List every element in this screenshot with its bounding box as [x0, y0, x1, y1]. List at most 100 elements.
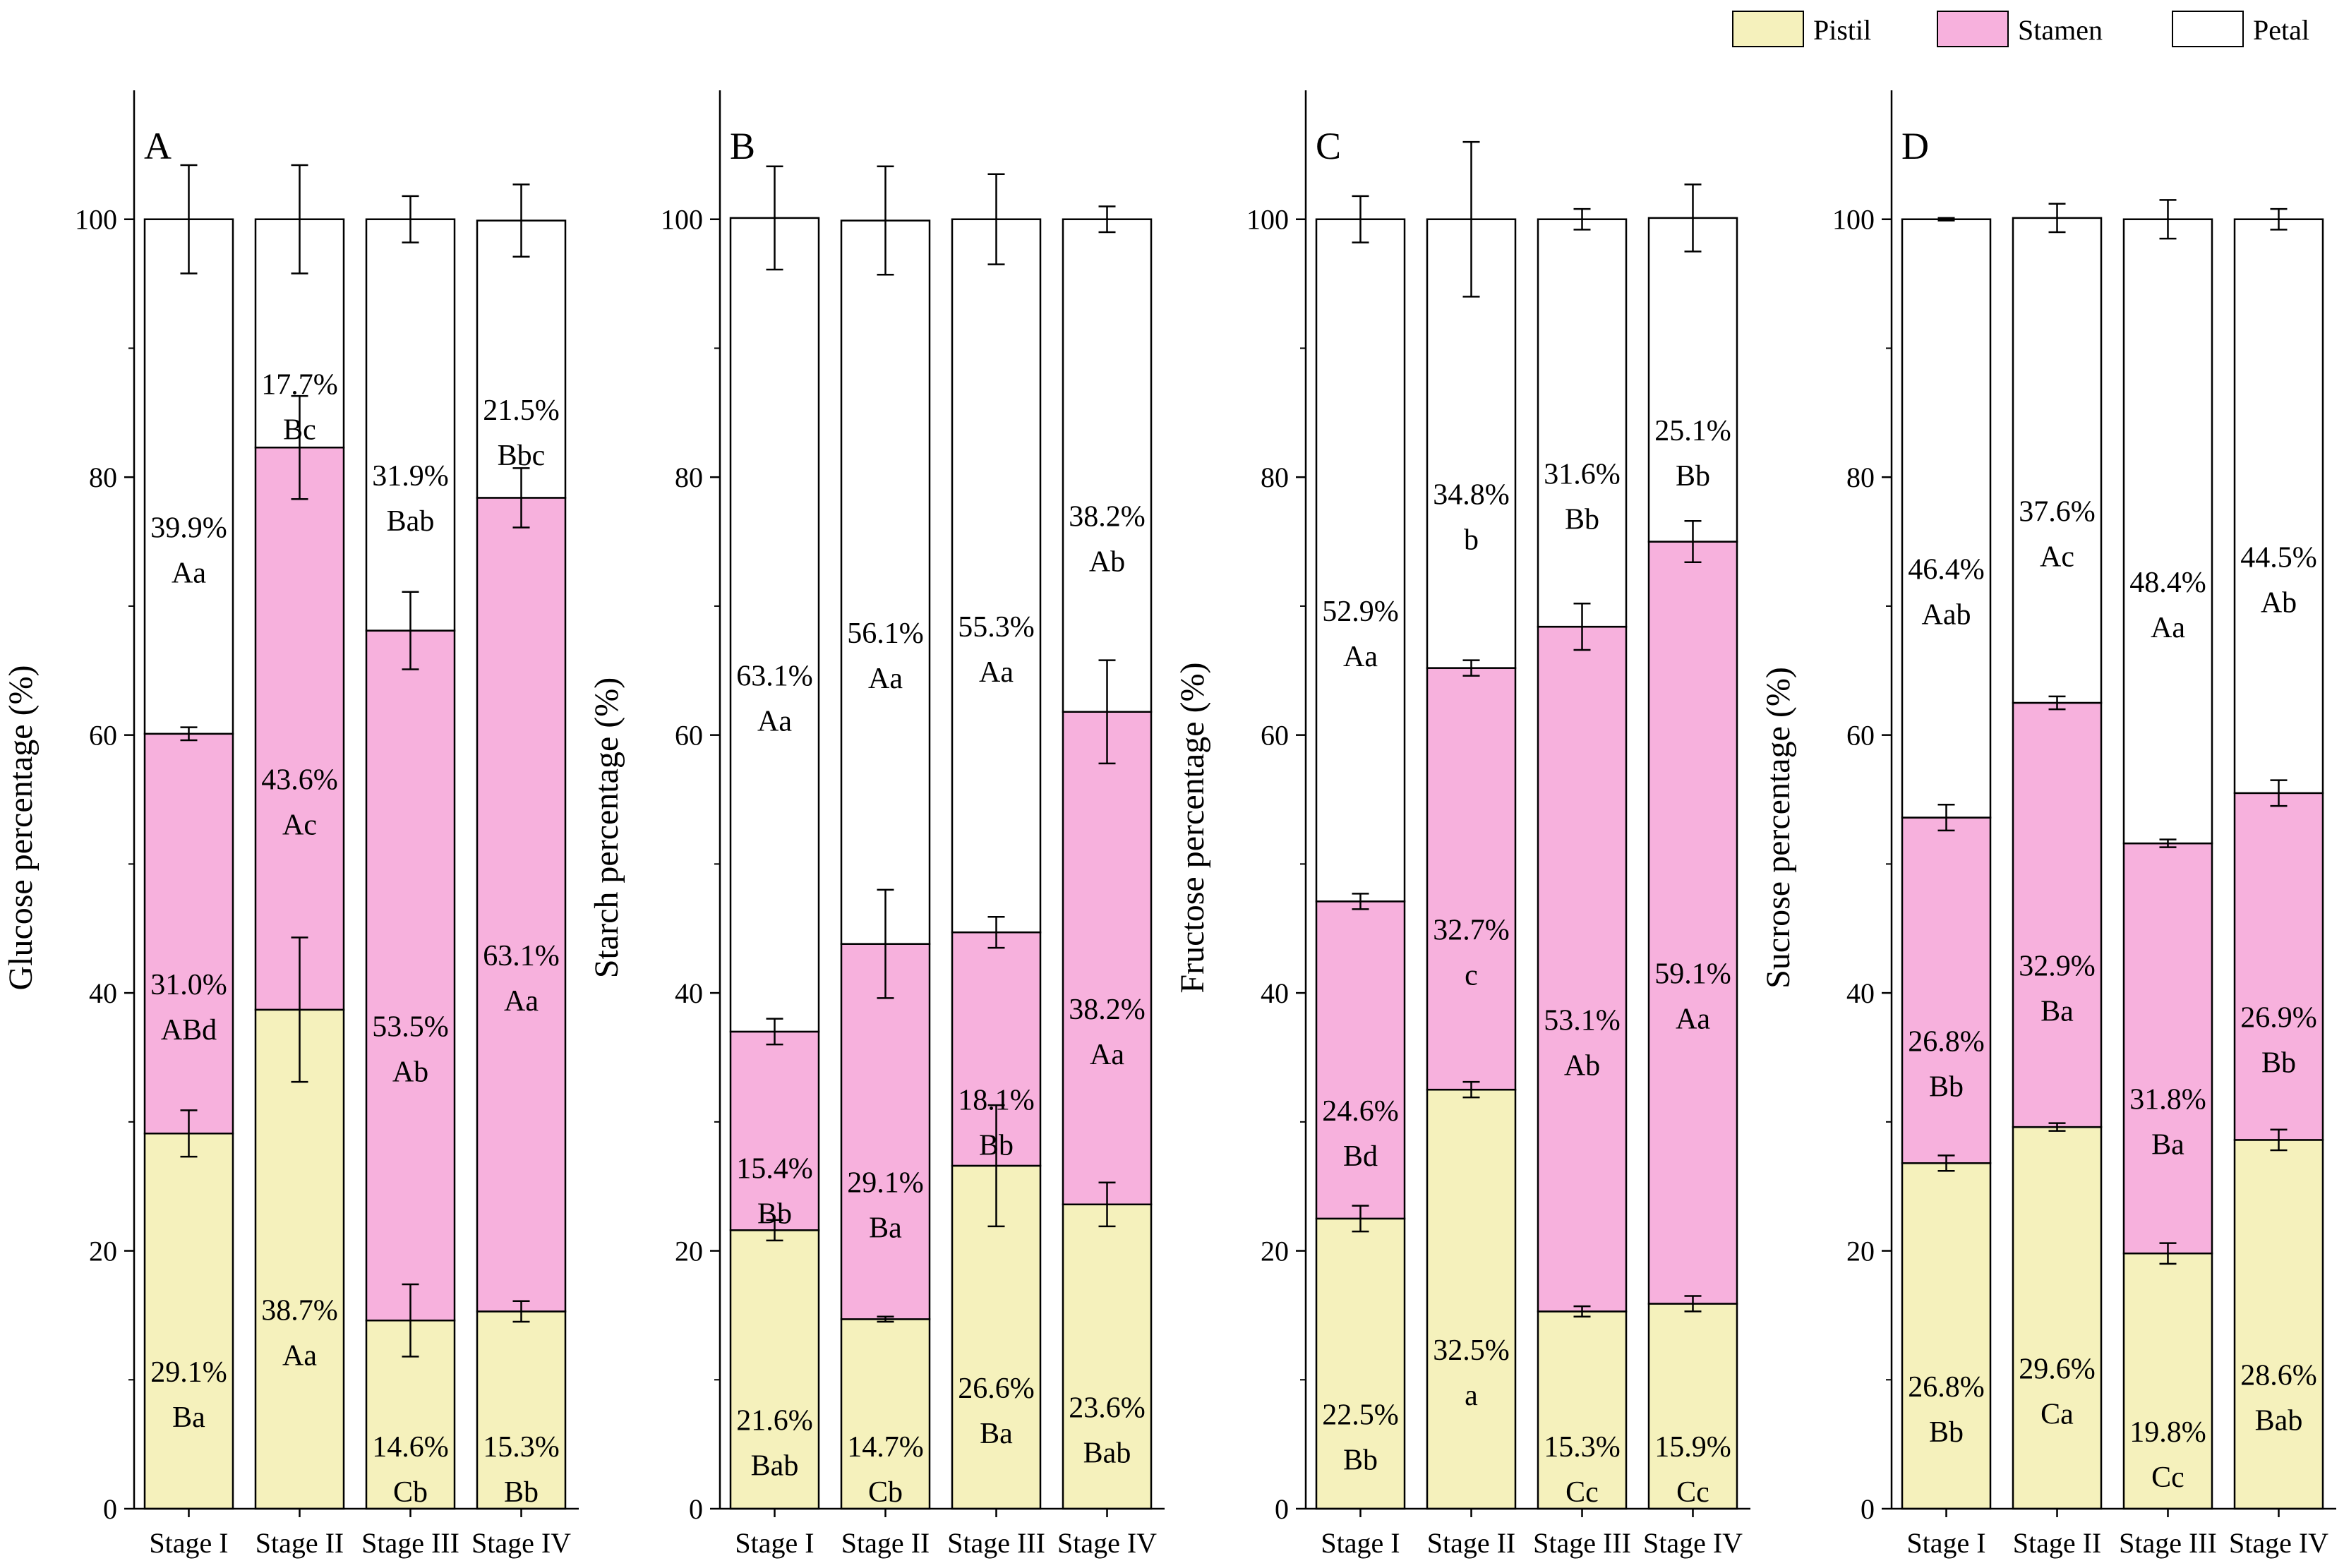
y-tick-label-b-20: 20	[675, 1236, 703, 1267]
bar-a-petal-1	[143, 218, 234, 735]
value-label-c-pistil-4: 15.9%	[1654, 1431, 1731, 1464]
letter-label-c-petal-4: Bb	[1676, 460, 1710, 493]
bar-a-stamen-4	[476, 497, 567, 1313]
bar-c-pistil-4	[1647, 1303, 1738, 1510]
value-label-c-stamen-1: 24.6%	[1322, 1095, 1399, 1128]
value-label-c-pistil-2: 32.5%	[1433, 1334, 1510, 1367]
x-tick-label-d-3: Stage III	[2119, 1527, 2217, 1559]
x-tick-label-b-4: Stage IV	[1057, 1527, 1157, 1559]
bar-d-petal-3	[2122, 218, 2213, 845]
error-bar-b-petal-2	[877, 165, 894, 276]
error-bar-a-stamen-2	[291, 394, 308, 500]
y-tick-label-b-80: 80	[675, 462, 703, 493]
panel-letter-a: A	[144, 125, 172, 167]
value-label-b-petal-2: 56.1%	[847, 617, 924, 650]
value-label-a-stamen-4: 63.1%	[483, 940, 560, 972]
x-tick-label-c-1: Stage I	[1321, 1527, 1400, 1559]
bar-a-stamen-3	[365, 629, 456, 1322]
panel-b: 21.6% Bab 15.4% Bb 63.1% Aa Stage I 14.7% Cb 29.1…	[588, 90, 1165, 1559]
letter-label-a-stamen-4: Aa	[504, 985, 539, 1018]
value-label-b-stamen-4: 38.2%	[1069, 994, 1146, 1026]
bar-d-pistil-1	[1901, 1162, 1992, 1510]
y-tick-label-d-80: 80	[1846, 462, 1875, 493]
error-bar-a-petal-1	[180, 164, 198, 275]
bar-d-pistil-4	[2233, 1139, 2324, 1510]
y-tick-label-b-100: 100	[661, 204, 703, 236]
value-label-a-petal-3: 31.9%	[372, 460, 449, 493]
value-label-b-pistil-2: 14.7%	[847, 1431, 924, 1464]
bar-c-petal-3	[1537, 218, 1628, 628]
letter-label-c-pistil-2: a	[1465, 1380, 1478, 1412]
bar-d-petal-2	[2012, 217, 2103, 704]
error-bar-d-pistil-2	[2048, 1122, 2066, 1132]
value-label-c-pistil-3: 15.3%	[1544, 1431, 1621, 1464]
error-bar-b-pistil-4	[1098, 1181, 1116, 1228]
y-tick-label-a-100: 100	[75, 204, 117, 236]
letter-label-d-petal-1: Aab	[1922, 599, 1971, 632]
panel-letter-d: D	[1901, 125, 1929, 167]
bar-c-stamen-2	[1426, 667, 1517, 1091]
value-label-d-pistil-2: 29.6%	[2019, 1353, 2096, 1386]
x-tick-label-d-2: Stage II	[2013, 1527, 2102, 1559]
y-tick-label-d-0: 0	[1861, 1493, 1875, 1525]
y-tick-label-a-80: 80	[89, 462, 117, 493]
bar-b-petal-4	[1062, 218, 1153, 713]
bar-d-stamen-1	[1901, 816, 1992, 1164]
bar-d-pistil-2	[2012, 1126, 2103, 1510]
value-label-c-petal-2: 34.8%	[1433, 479, 1510, 512]
letter-label-c-stamen-2: c	[1465, 959, 1478, 991]
letter-label-c-stamen-4: Aa	[1676, 1003, 1710, 1036]
error-bar-c-petal-2	[1462, 140, 1480, 298]
y-axis-title-d: Sucrose percentage (%)	[1760, 667, 1797, 989]
letter-label-c-pistil-1: Bb	[1343, 1444, 1378, 1476]
error-bar-a-petal-4	[512, 183, 530, 258]
value-label-c-stamen-4: 59.1%	[1654, 958, 1731, 991]
letter-label-d-pistil-1: Bb	[1929, 1416, 1964, 1449]
value-label-a-pistil-3: 14.6%	[372, 1431, 449, 1464]
letter-label-a-petal-4: Bbc	[498, 440, 546, 472]
letter-label-a-pistil-4: Bb	[504, 1476, 539, 1509]
letter-label-b-stamen-1: Bb	[757, 1198, 792, 1230]
letter-label-b-petal-1: Aa	[757, 705, 792, 737]
bar-d-petal-1	[1901, 218, 1992, 819]
value-label-b-stamen-2: 29.1%	[847, 1167, 924, 1200]
error-bar-c-stamen-4	[1684, 520, 1702, 564]
x-tick-label-b-3: Stage III	[947, 1527, 1045, 1559]
error-bar-d-stamen-1	[1937, 804, 1955, 832]
value-label-b-petal-3: 55.3%	[958, 611, 1035, 644]
bar-b-stamen-1	[729, 1030, 820, 1231]
value-label-a-stamen-1: 31.0%	[150, 969, 227, 1001]
legend-label-pistil: Pistil	[1813, 14, 1871, 46]
letter-label-d-pistil-4: Bab	[2255, 1405, 2303, 1437]
value-label-c-petal-3: 31.6%	[1544, 458, 1621, 490]
bar-a-pistil-2	[254, 1008, 345, 1510]
letter-label-c-stamen-3: Ab	[1564, 1049, 1600, 1082]
x-tick-label-b-2: Stage II	[841, 1527, 930, 1559]
error-bar-a-pistil-1	[180, 1109, 198, 1158]
panel-letter-b: B	[730, 125, 755, 167]
y-tick-label-c-80: 80	[1261, 462, 1289, 493]
value-label-d-petal-3: 48.4%	[2129, 567, 2206, 599]
value-label-d-stamen-3: 31.8%	[2129, 1084, 2206, 1116]
y-tick-label-c-20: 20	[1261, 1236, 1289, 1267]
x-tick-label-d-4: Stage IV	[2229, 1527, 2328, 1559]
y-tick-label-d-100: 100	[1832, 204, 1875, 236]
error-bar-c-stamen-1	[1352, 893, 1369, 910]
value-label-c-pistil-1: 22.5%	[1322, 1399, 1399, 1431]
bar-d-stamen-3	[2122, 842, 2213, 1255]
value-label-d-pistil-1: 26.8%	[1908, 1371, 1985, 1404]
letter-label-b-stamen-4: Aa	[1090, 1039, 1124, 1071]
letter-label-d-stamen-1: Bb	[1929, 1071, 1964, 1103]
y-tick-label-a-20: 20	[89, 1236, 117, 1267]
error-bar-b-petal-1	[766, 165, 783, 271]
letter-label-c-petal-3: Bb	[1565, 503, 1599, 536]
panel-d: 26.8% Bb 26.8% Bb 46.4% Aab Stage I 29.6% Ca 32.9…	[1760, 90, 2336, 1559]
letter-label-b-petal-3: Aa	[979, 656, 1014, 689]
error-bar-a-petal-2	[291, 164, 308, 275]
error-bar-a-stamen-1	[180, 726, 198, 742]
letter-label-d-petal-3: Aa	[2151, 612, 2185, 644]
legend-label-stamen: Stamen	[2018, 14, 2103, 46]
y-tick-label-c-40: 40	[1261, 977, 1289, 1009]
letter-label-b-stamen-2: Ba	[869, 1212, 902, 1245]
